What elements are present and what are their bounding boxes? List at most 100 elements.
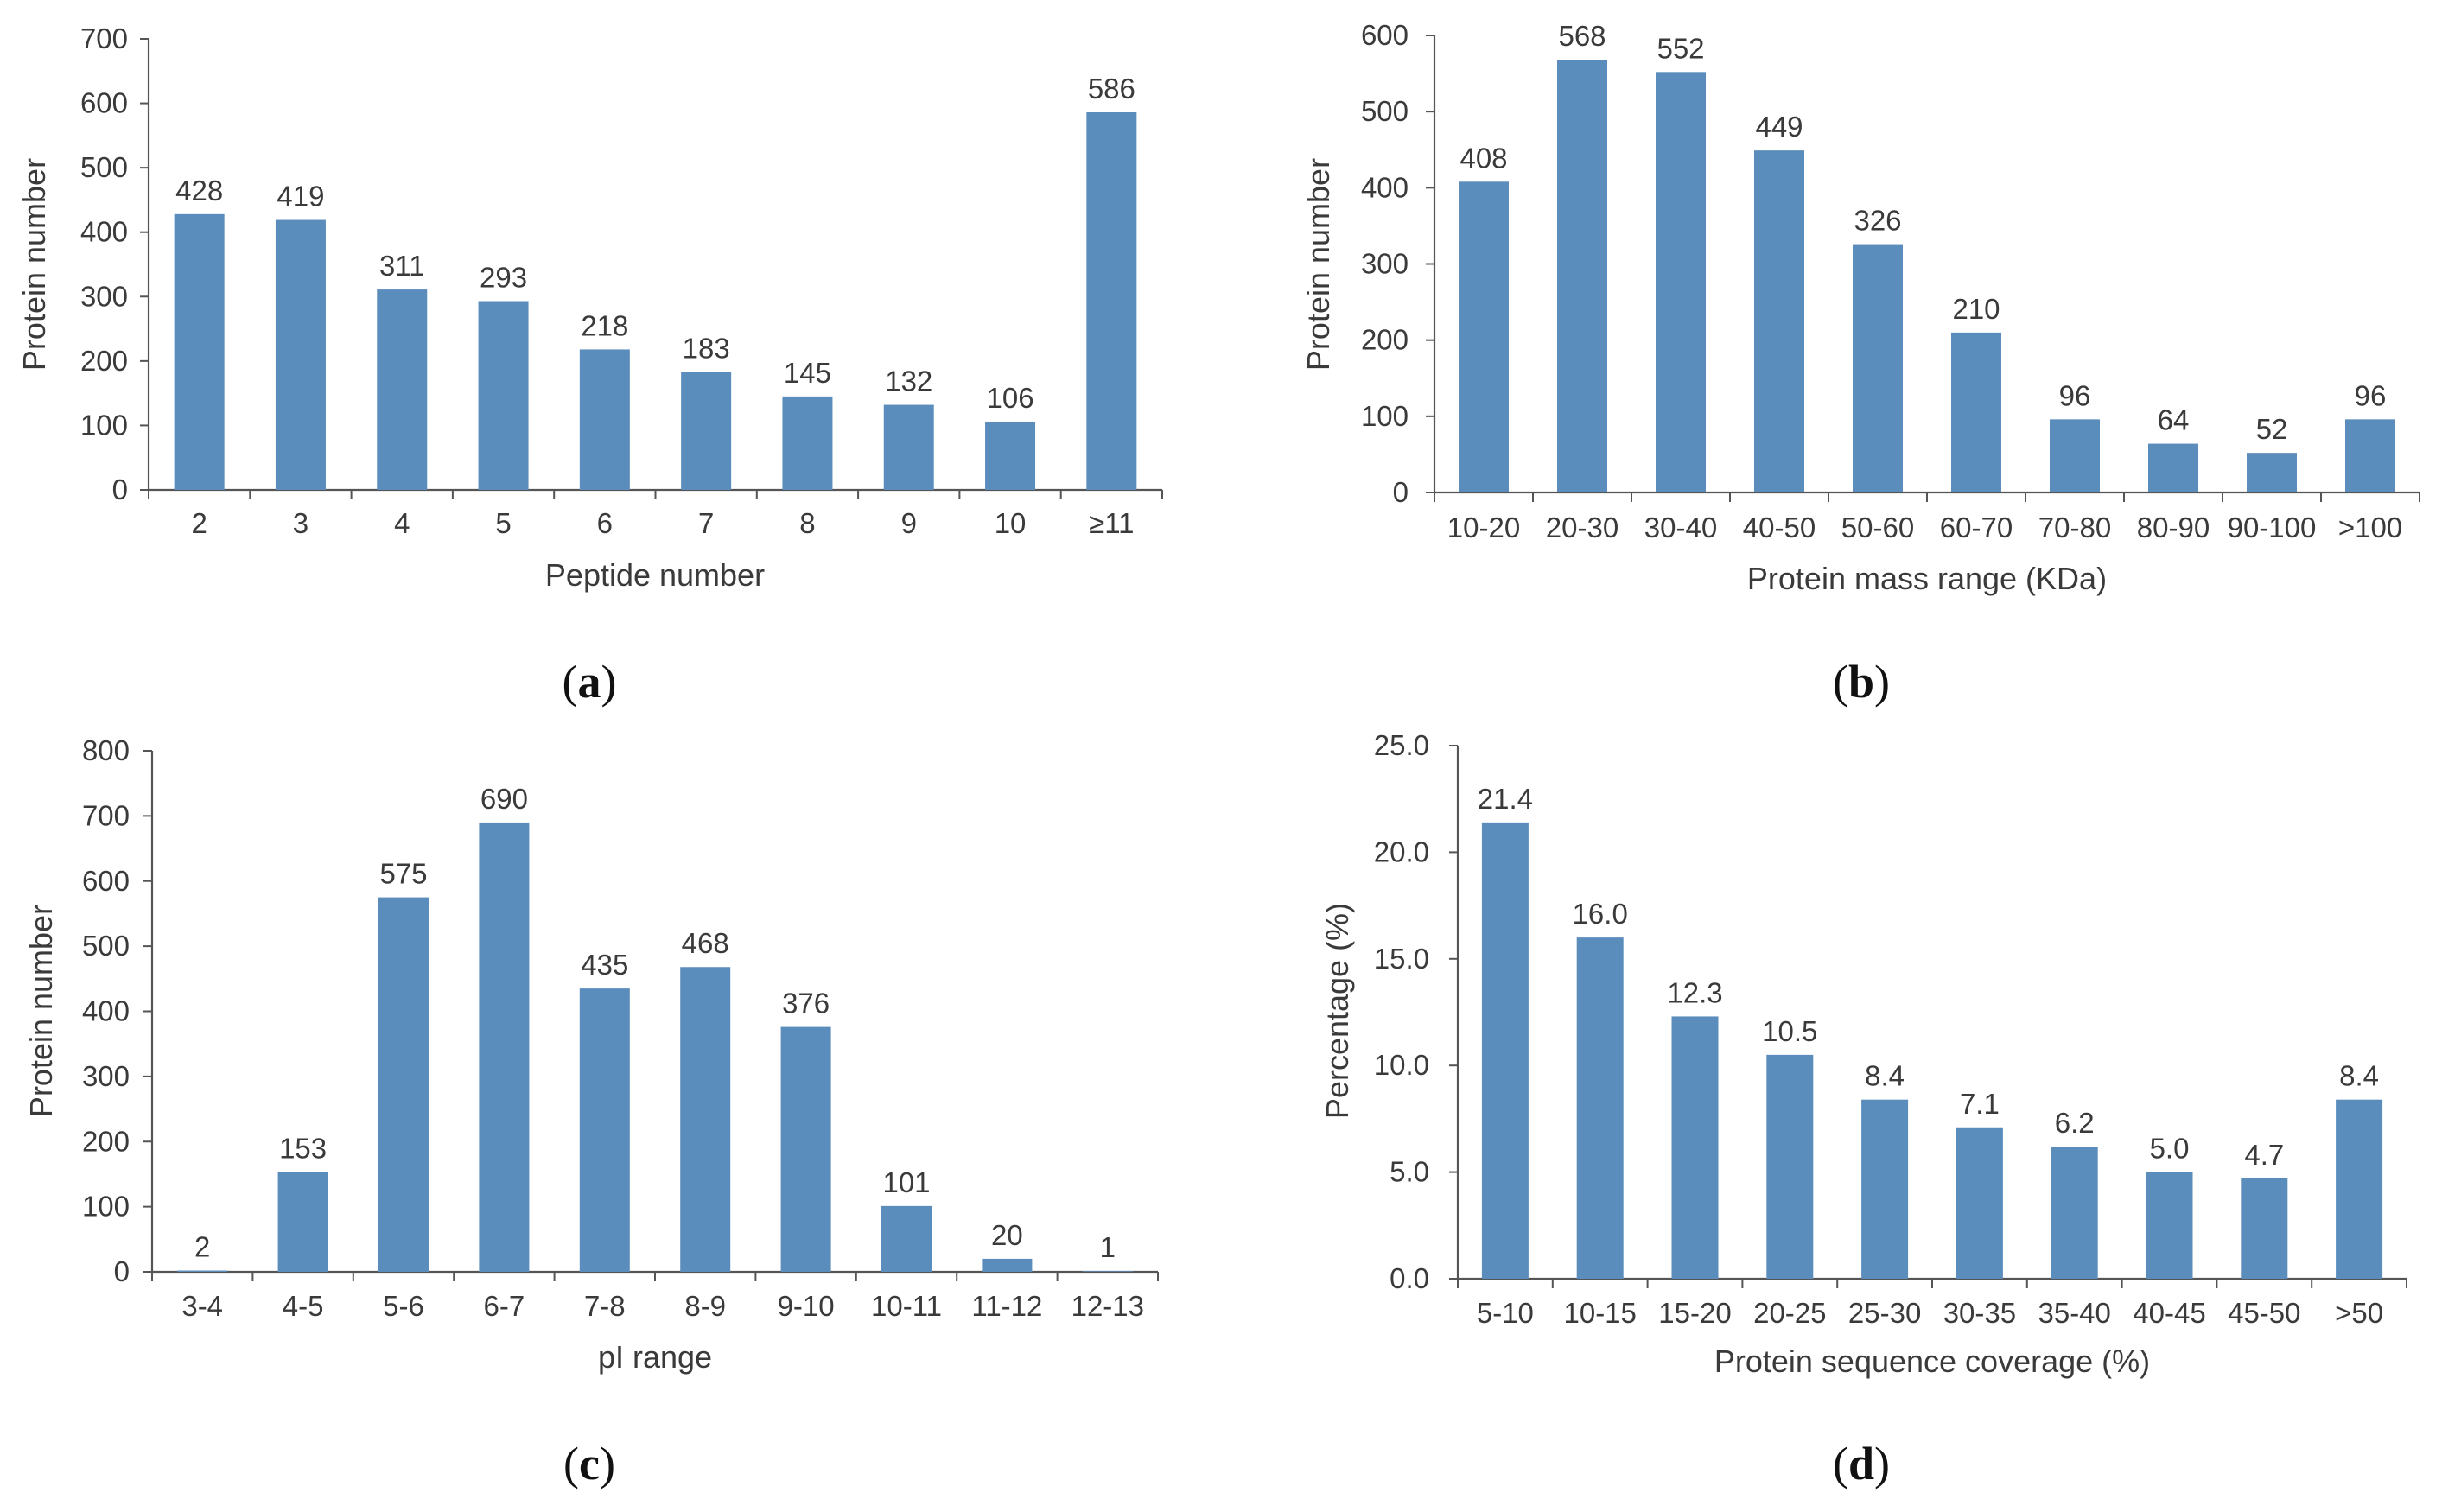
x-tick-label: 60-70 <box>1940 511 2013 543</box>
data-label: 552 <box>1657 32 1704 64</box>
data-label: 326 <box>1854 205 1901 237</box>
x-tick-label: 50-60 <box>1841 511 1914 543</box>
y-tick-label: 20.0 <box>1374 835 1429 867</box>
data-label: 52 <box>2256 413 2288 445</box>
y-tick-label: 500 <box>1361 95 1409 127</box>
y-axis-title: Percentage (%) <box>1320 903 1355 1119</box>
bar <box>174 213 225 490</box>
y-tick-label: 0 <box>112 473 128 505</box>
x-tick-label: 3 <box>293 507 308 539</box>
x-tick-label: 30-35 <box>1943 1297 2016 1329</box>
x-axis-title: Protein mass range (KDa) <box>1747 561 2107 596</box>
x-tick-label: ≥11 <box>1089 507 1134 539</box>
data-label: 12.3 <box>1667 976 1722 1008</box>
data-label: 7.1 <box>1960 1088 2000 1120</box>
data-label: 575 <box>379 858 427 890</box>
bar <box>1576 937 1624 1279</box>
bar <box>1861 1099 1909 1279</box>
bar <box>579 988 630 1272</box>
data-label: 5.0 <box>2150 1133 2190 1165</box>
y-tick-label: 5.0 <box>1390 1156 1429 1188</box>
data-label: 21.4 <box>1478 783 1533 815</box>
bar <box>881 1205 932 1272</box>
bar <box>1082 1271 1133 1272</box>
chart-d: Percentage (%) Protein sequence coverage… <box>1320 729 2407 1379</box>
y-tick-label: 0 <box>114 1255 130 1287</box>
data-label: 376 <box>782 988 830 1020</box>
bar <box>1656 72 1706 492</box>
data-label: 132 <box>885 365 932 397</box>
y-tick-label: 400 <box>80 216 128 248</box>
bar <box>680 967 731 1272</box>
y-tick-label: 15.0 <box>1374 943 1429 975</box>
x-tick-label: 9 <box>901 507 917 539</box>
data-label: 428 <box>175 175 223 206</box>
data-label: 419 <box>277 181 324 213</box>
panel-label-b: (b) <box>1833 656 1890 708</box>
x-tick-label: 20-25 <box>1753 1297 1826 1329</box>
chart-a-marks: 0 100 200 300 400 500 600 700 428 2 419 3 311 4 293 5 21… <box>80 22 1163 539</box>
y-tick-label: 200 <box>82 1125 130 1157</box>
bar <box>1086 112 1137 491</box>
bar <box>1754 150 1804 493</box>
x-tick-label: 30-40 <box>1644 511 1717 543</box>
data-label: 468 <box>682 927 729 959</box>
y-axis-title: Protein number <box>16 158 52 371</box>
data-label: 10.5 <box>1762 1015 1817 1047</box>
data-label: 408 <box>1459 142 1507 174</box>
y-tick-label: 25.0 <box>1374 729 1429 761</box>
data-label: 153 <box>279 1133 327 1165</box>
x-tick-label: 3-4 <box>181 1290 223 1322</box>
x-tick-label: 8 <box>799 507 815 539</box>
data-label: 106 <box>987 382 1034 414</box>
x-tick-label: 4 <box>394 507 410 539</box>
x-tick-label: 7-8 <box>584 1290 626 1322</box>
y-tick-label: 10.0 <box>1374 1049 1429 1081</box>
bar <box>275 219 326 490</box>
bar <box>377 289 428 490</box>
x-axis-title: Peptide number <box>545 557 765 593</box>
y-tick-label: 600 <box>80 87 128 119</box>
chart-b: Protein number Protein mass range (KDa) … <box>1300 19 2420 596</box>
bar <box>985 421 1036 490</box>
bar <box>478 301 529 490</box>
data-label: 145 <box>784 357 831 389</box>
panel-label-a: (a) <box>563 656 617 708</box>
bar <box>2148 443 2198 492</box>
bar <box>1853 244 1903 492</box>
y-tick-label: 0 <box>1393 476 1409 508</box>
x-tick-label: 40-45 <box>2133 1297 2205 1329</box>
chart-d-marks: 0.0 5.0 10.0 15.0 20.0 25.0 21.4 5-10 16.0 10-15 1… <box>1374 729 2407 1329</box>
y-tick-label: 600 <box>82 865 130 897</box>
x-axis-title: Protein sequence coverage (%) <box>1714 1344 2150 1379</box>
x-tick-label: 25-30 <box>1848 1297 1921 1329</box>
y-tick-label: 200 <box>80 345 128 377</box>
panel-label-c: (c) <box>563 1438 615 1490</box>
data-label: 690 <box>480 783 528 815</box>
data-label: 2 <box>194 1230 210 1262</box>
data-label: 311 <box>379 250 425 282</box>
bar <box>1557 60 1607 493</box>
x-tick-label: 7 <box>698 507 714 539</box>
data-label: 449 <box>1755 111 1803 143</box>
bar <box>2241 1178 2288 1279</box>
bar <box>883 404 934 490</box>
x-tick-label: 10-15 <box>1563 1297 1636 1329</box>
bar <box>782 396 833 490</box>
x-tick-label: 20-30 <box>1546 511 1618 543</box>
data-label: 435 <box>581 949 628 981</box>
chart-a: Protein number Peptide number 0 100 200 300… <box>16 22 1163 593</box>
y-tick-label: 100 <box>80 409 128 441</box>
x-tick-label: >100 <box>2338 511 2402 543</box>
data-label: 6.2 <box>2055 1107 2095 1139</box>
x-tick-label: 8-9 <box>684 1290 726 1322</box>
bar <box>1956 1127 2003 1279</box>
x-tick-label: 35-40 <box>2038 1297 2110 1329</box>
chart-c-marks: 0 100 200 300 400 500 600 700 800 2 3-4 153 4-5 575 5-… <box>82 734 1159 1322</box>
data-label: 96 <box>2355 379 2387 411</box>
panel-label-d: (d) <box>1833 1438 1890 1490</box>
bar <box>982 1258 1033 1272</box>
x-tick-label: 4-5 <box>283 1290 324 1322</box>
x-tick-label: 12-13 <box>1072 1290 1144 1322</box>
